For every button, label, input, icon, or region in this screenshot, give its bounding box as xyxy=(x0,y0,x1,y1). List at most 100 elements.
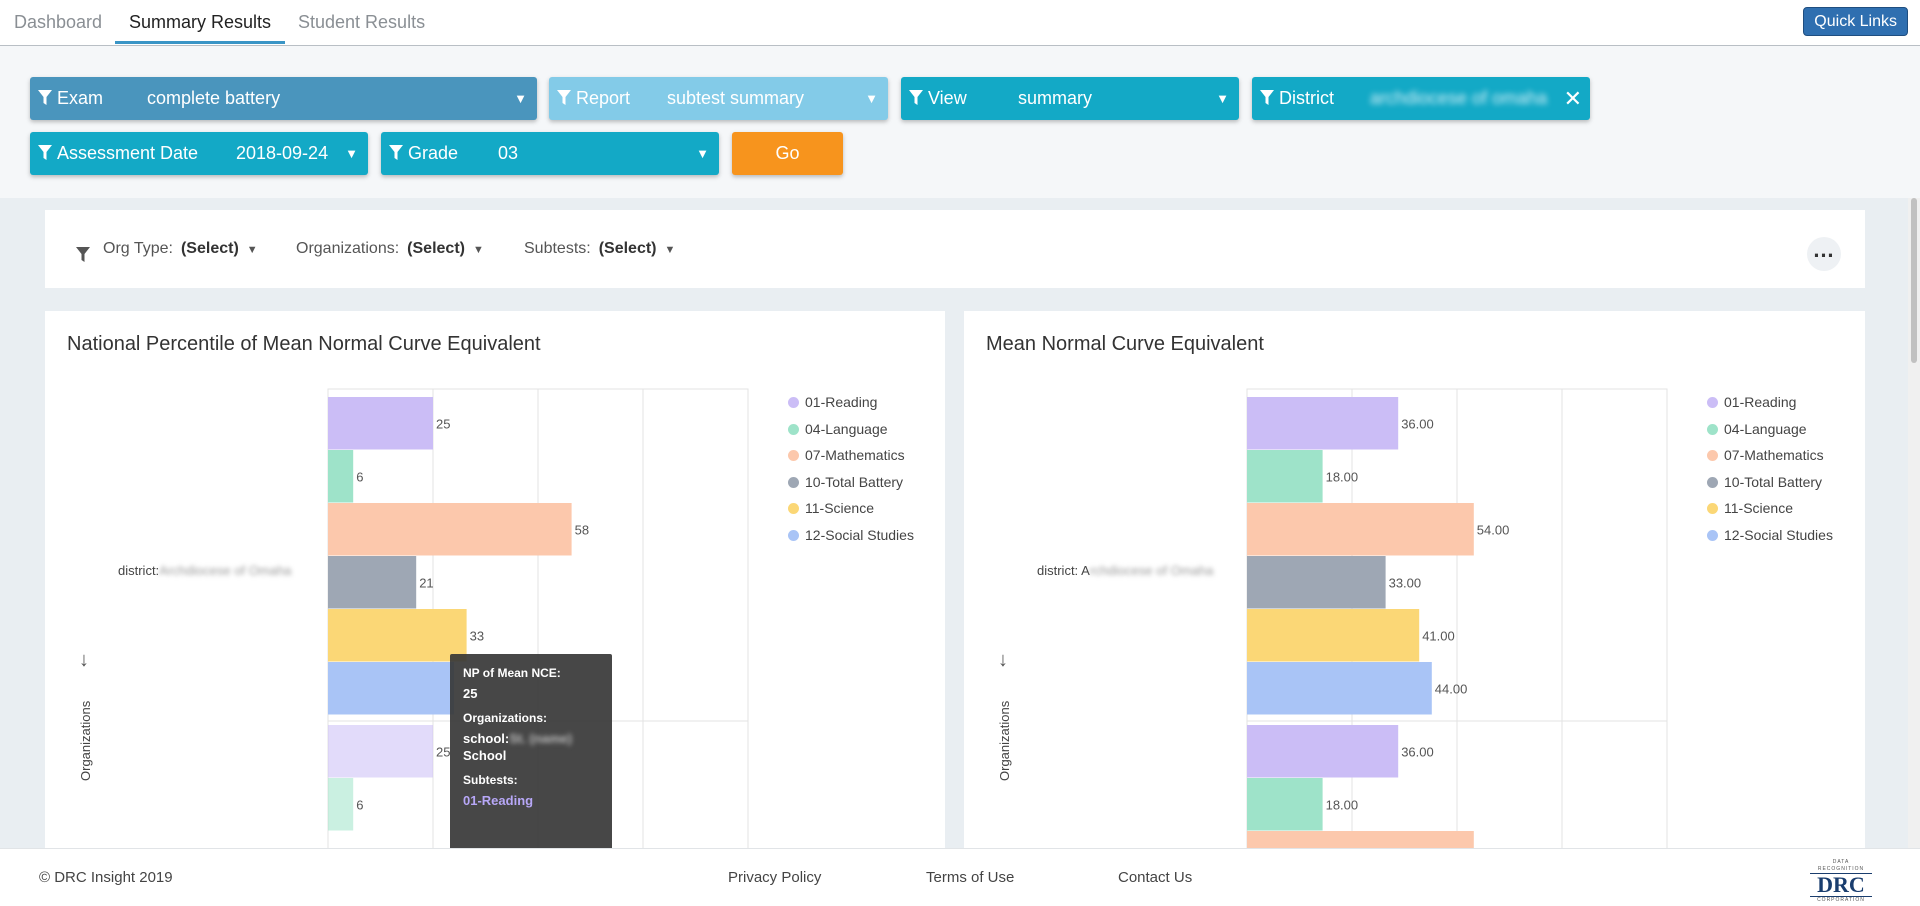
bar-value-label: 6 xyxy=(356,469,363,484)
scrollbar-thumb[interactable] xyxy=(1911,198,1917,363)
legend-item[interactable]: 07-Mathematics xyxy=(1707,442,1833,469)
clear-icon[interactable]: ✕ xyxy=(1563,86,1582,111)
organizations-value: (Select) xyxy=(407,240,465,257)
legend-item[interactable]: 04-Language xyxy=(788,416,914,443)
exam-filter[interactable]: Exam complete battery ▼ xyxy=(30,77,537,120)
caret-down-icon: ▼ xyxy=(664,244,676,256)
legend-item[interactable]: 07-Mathematics xyxy=(788,442,914,469)
sort-arrow-icon[interactable]: ↓ xyxy=(79,649,89,671)
chart-bar[interactable] xyxy=(328,450,354,503)
legend-dot-icon xyxy=(1707,423,1718,435)
tab-dashboard[interactable]: Dashboard xyxy=(14,12,103,32)
copyright-text: © DRC Insight 2019 xyxy=(39,869,173,886)
chart-bar[interactable] xyxy=(1247,556,1386,609)
org-type-select[interactable]: Org Type: (Select) ▼ xyxy=(103,210,258,289)
subtests-value: (Select) xyxy=(598,240,657,257)
legend-item[interactable]: 10-Total Battery xyxy=(788,469,914,496)
legend-item[interactable]: 11-Science xyxy=(788,495,914,522)
view-filter-label: View xyxy=(928,88,967,108)
district-filter[interactable]: District archdiocese of omaha ✕ xyxy=(1252,77,1590,120)
legend-dot-icon xyxy=(788,503,799,514)
legend-item[interactable]: 12-Social Studies xyxy=(1707,522,1833,549)
contact-us-link[interactable]: Contact Us xyxy=(1118,869,1193,886)
chart-bar[interactable] xyxy=(1247,450,1323,503)
organizations-select[interactable]: Organizations: (Select) ▼ xyxy=(296,210,484,289)
caret-down-icon: ▼ xyxy=(246,244,258,256)
chart-bar[interactable] xyxy=(1247,831,1474,848)
bar-value-label: 54.00 xyxy=(1477,522,1510,537)
chart-bar[interactable] xyxy=(1247,503,1474,556)
bar-value-label: 41.00 xyxy=(1422,628,1455,643)
district-filter-value: archdiocese of omaha xyxy=(1370,88,1548,108)
filter-icon xyxy=(38,90,52,105)
chart-bar[interactable] xyxy=(328,725,433,778)
sort-arrow-icon[interactable]: ↓ xyxy=(998,649,1008,671)
legend-item[interactable]: 01-Reading xyxy=(1707,389,1833,416)
grade-filter[interactable]: Grade 03 ▼ xyxy=(381,132,719,175)
chart-bar[interactable] xyxy=(328,662,454,715)
legend-item[interactable]: 01-Reading xyxy=(788,389,914,416)
org-type-label: Org Type: xyxy=(103,240,173,257)
legend-dot-icon xyxy=(1707,529,1718,541)
chart-bar[interactable] xyxy=(1247,778,1323,831)
bar-value-label: 36.00 xyxy=(1401,744,1434,759)
grade-filter-value: 03 xyxy=(498,143,519,163)
drc-logo: DATA RECOGNITION DRC CORPORATION xyxy=(1810,859,1872,903)
exam-filter-value: complete battery xyxy=(147,88,281,108)
caret-down-icon: ▼ xyxy=(514,91,527,106)
legend-item[interactable]: 11-Science xyxy=(1707,495,1833,522)
go-button[interactable]: Go xyxy=(732,132,843,175)
terms-of-use-link[interactable]: Terms of Use xyxy=(926,869,1015,886)
results-content: Org Type: (Select) ▼ Organizations: (Select… xyxy=(0,198,1908,848)
chart-bar[interactable] xyxy=(328,556,417,609)
chart-bar[interactable] xyxy=(1247,609,1420,662)
exam-filter-label: Exam xyxy=(57,88,104,108)
chart-bar[interactable] xyxy=(1247,725,1399,778)
vertical-scrollbar[interactable] xyxy=(1908,198,1920,848)
privacy-policy-link[interactable]: Privacy Policy xyxy=(728,869,822,886)
filter-icon xyxy=(909,90,923,105)
chart-legend: 01-Reading 04-Language 07-Mathematics 10… xyxy=(1707,389,1833,548)
top-nav: Dashboard Summary Results Student Result… xyxy=(0,0,1920,46)
legend-dot-icon xyxy=(1707,450,1718,461)
np-mean-nce-chart: 25 6 58 21 33 25 6 xyxy=(327,388,749,848)
chart-bar[interactable] xyxy=(1247,397,1399,450)
more-options-button[interactable]: … xyxy=(1807,237,1841,271)
chart-selector-bar: Org Type: (Select) ▼ Organizations: (Select… xyxy=(45,210,1865,288)
tab-summary-results[interactable]: Summary Results xyxy=(115,0,286,44)
view-filter[interactable]: View summary ▼ xyxy=(901,77,1239,120)
filter-icon xyxy=(389,145,403,160)
caret-down-icon: ▼ xyxy=(1216,91,1229,106)
view-filter-value: summary xyxy=(1018,88,1093,108)
legend-item[interactable]: 10-Total Battery xyxy=(1707,469,1833,496)
category-label: district:Archdiocese of Omaha xyxy=(118,563,292,578)
bar-value-label: 25 xyxy=(436,744,450,759)
bar-value-label: 36.00 xyxy=(1401,416,1434,431)
assessment-date-filter-label: Assessment Date xyxy=(57,143,199,163)
quick-links-button[interactable]: Quick Links xyxy=(1803,7,1908,36)
chart-title: National Percentile of Mean Normal Curve… xyxy=(67,333,541,355)
chart-bar[interactable] xyxy=(328,503,572,556)
mean-nce-chart: 36.00 18.00 54.00 33.00 41.00 44.00 36.00 18.00 xyxy=(1246,388,1668,848)
y-axis-title: Organizations xyxy=(78,700,93,781)
chart-bar[interactable] xyxy=(1247,662,1432,715)
caret-down-icon: ▼ xyxy=(865,91,878,106)
chart-bar[interactable] xyxy=(328,397,433,450)
filters-bar: Exam complete battery ▼ Report subtest s… xyxy=(0,46,1920,198)
legend-dot-icon xyxy=(1707,397,1718,408)
legend-item[interactable]: 12-Social Studies xyxy=(788,522,914,549)
caret-down-icon: ▼ xyxy=(345,146,358,161)
bar-value-label: 18.00 xyxy=(1326,469,1359,484)
assessment-date-filter[interactable]: Assessment Date 2018-09-24 ▼ xyxy=(30,132,368,175)
report-filter[interactable]: Report subtest summary ▼ xyxy=(549,77,888,120)
chart-bar[interactable] xyxy=(328,778,354,831)
tab-student-results[interactable]: Student Results xyxy=(298,12,426,32)
organizations-label: Organizations: xyxy=(296,240,400,257)
bar-value-label: 33 xyxy=(470,628,484,643)
chart-bar[interactable] xyxy=(328,609,467,662)
filter-icon xyxy=(76,247,90,262)
subtests-label: Subtests: xyxy=(524,240,591,257)
subtests-select[interactable]: Subtests: (Select) ▼ xyxy=(524,210,675,289)
legend-item[interactable]: 04-Language xyxy=(1707,416,1833,443)
y-axis-title: Organizations xyxy=(997,700,1012,781)
